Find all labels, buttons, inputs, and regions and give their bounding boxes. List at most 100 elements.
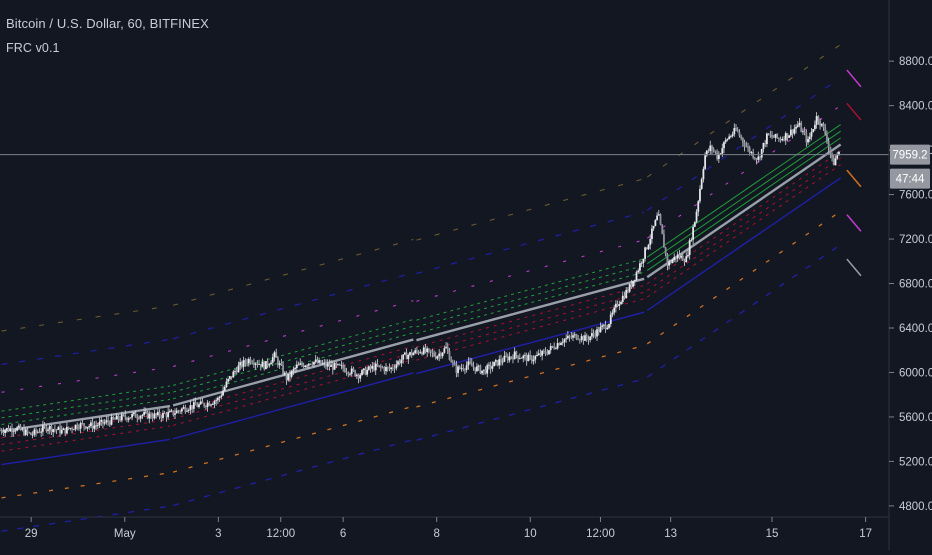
candle-body bbox=[470, 363, 473, 367]
candle-body bbox=[247, 358, 250, 364]
candle-body bbox=[436, 356, 439, 359]
candle-body bbox=[481, 370, 483, 374]
candle-body bbox=[325, 362, 327, 367]
candle-body bbox=[230, 376, 233, 378]
candle-body bbox=[19, 425, 22, 430]
candle-body bbox=[735, 128, 737, 130]
candle-body bbox=[36, 431, 39, 433]
band-inner-green bbox=[646, 137, 841, 271]
candle-body bbox=[7, 428, 10, 432]
symbol-title[interactable]: Bitcoin / U.S. Dollar, 60, BITFINEX bbox=[6, 16, 209, 31]
candle-body bbox=[510, 356, 513, 358]
x-tick-label: 12:00 bbox=[586, 528, 615, 540]
candle-body bbox=[180, 408, 183, 412]
y-tick-label: 7600.0 bbox=[899, 190, 932, 202]
candle-body bbox=[657, 214, 660, 216]
candle-body bbox=[537, 353, 540, 355]
candle-body bbox=[429, 349, 432, 353]
candle-body bbox=[707, 150, 710, 152]
candle-body bbox=[488, 364, 490, 366]
band-projection-stub bbox=[846, 69, 862, 88]
candle-body bbox=[633, 279, 636, 282]
candle-body bbox=[765, 133, 768, 145]
band-projection-stub bbox=[846, 169, 862, 188]
candle-body bbox=[802, 131, 804, 133]
price-candles bbox=[0, 112, 840, 439]
candle-body bbox=[496, 360, 499, 366]
candle-body bbox=[527, 354, 530, 362]
candle-body bbox=[525, 355, 528, 362]
candle-body bbox=[357, 374, 360, 379]
candle-body bbox=[369, 366, 372, 369]
candle-body bbox=[717, 153, 720, 159]
candle-body bbox=[239, 362, 242, 366]
candle-body bbox=[608, 324, 610, 328]
candle-body bbox=[639, 263, 641, 271]
candle-body bbox=[635, 272, 638, 280]
candle-body bbox=[4, 430, 7, 434]
candle-body bbox=[289, 374, 291, 377]
candle-body bbox=[314, 359, 317, 362]
candle-body bbox=[393, 368, 396, 370]
candle-body bbox=[786, 133, 789, 138]
candle-body bbox=[762, 142, 765, 149]
candle-body bbox=[158, 411, 161, 417]
candle-body bbox=[340, 365, 343, 366]
candle-body bbox=[14, 430, 17, 432]
candle-body bbox=[335, 363, 338, 365]
candle-body bbox=[187, 409, 190, 411]
candle-body bbox=[307, 363, 310, 366]
candle-body bbox=[443, 348, 446, 353]
candle-body bbox=[349, 373, 351, 375]
regression-mid-line bbox=[416, 277, 645, 342]
candle-body bbox=[333, 363, 336, 370]
candle-body bbox=[467, 361, 470, 366]
candle-body bbox=[165, 413, 168, 418]
candle-body bbox=[280, 363, 283, 365]
band-inner-green bbox=[1, 392, 171, 419]
candle-body bbox=[38, 431, 41, 433]
candle-body bbox=[316, 359, 319, 363]
candle-body bbox=[776, 133, 779, 138]
band-lower-1 bbox=[1, 438, 171, 466]
candle-body bbox=[21, 428, 24, 430]
candle-body bbox=[532, 359, 535, 362]
candle-body bbox=[556, 343, 559, 349]
candle-body bbox=[599, 326, 602, 333]
candle-body bbox=[764, 142, 767, 145]
candle-body bbox=[678, 254, 681, 258]
candle-body bbox=[784, 133, 787, 141]
time-axis[interactable]: 29 May 3 12:00 6 8 10 12:00 13 15 17 bbox=[25, 517, 872, 540]
candle-body bbox=[578, 339, 581, 341]
candle-body bbox=[395, 364, 398, 369]
candle-body bbox=[12, 431, 15, 433]
candle-body bbox=[143, 411, 146, 415]
candle-body bbox=[263, 361, 266, 370]
candle-body bbox=[220, 395, 223, 398]
candle-body bbox=[419, 352, 422, 354]
candle-body bbox=[28, 432, 31, 434]
candle-body bbox=[287, 374, 290, 381]
candle-body bbox=[700, 179, 703, 189]
candle-body bbox=[355, 374, 358, 377]
candle-body bbox=[664, 247, 667, 254]
indicator-legend[interactable]: FRC v0.1 bbox=[6, 41, 60, 55]
candle-body bbox=[204, 406, 207, 408]
candle-body bbox=[256, 363, 259, 365]
band-inner-red bbox=[172, 359, 414, 426]
candle-body bbox=[100, 419, 103, 422]
candle-body bbox=[759, 156, 761, 158]
candle-body bbox=[491, 366, 494, 369]
candle-body bbox=[589, 336, 592, 341]
candle-body bbox=[403, 352, 406, 355]
candle-body bbox=[441, 352, 444, 357]
candle-body bbox=[379, 365, 382, 368]
candle-body bbox=[266, 361, 269, 366]
candle-body bbox=[95, 425, 97, 427]
candle-body bbox=[52, 429, 55, 433]
candle-body bbox=[253, 363, 255, 365]
candle-body bbox=[84, 426, 87, 429]
candle-body bbox=[96, 425, 99, 427]
